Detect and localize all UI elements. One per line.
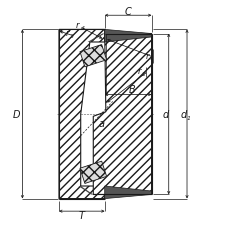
Polygon shape bbox=[80, 161, 106, 184]
Polygon shape bbox=[104, 30, 151, 43]
Polygon shape bbox=[80, 45, 106, 68]
Text: 1: 1 bbox=[185, 115, 190, 120]
Text: r: r bbox=[76, 21, 79, 30]
Text: T: T bbox=[79, 210, 85, 220]
Polygon shape bbox=[87, 34, 104, 43]
Text: C: C bbox=[124, 7, 130, 16]
Text: a: a bbox=[98, 119, 104, 128]
Polygon shape bbox=[93, 34, 151, 195]
Text: D: D bbox=[12, 109, 20, 120]
Text: r: r bbox=[145, 52, 148, 60]
Text: 3: 3 bbox=[70, 33, 74, 38]
Text: B: B bbox=[128, 85, 135, 94]
Polygon shape bbox=[59, 30, 104, 199]
Text: d: d bbox=[180, 109, 186, 120]
Text: 4: 4 bbox=[80, 26, 84, 31]
Text: r: r bbox=[137, 67, 141, 76]
Text: d: d bbox=[161, 109, 168, 120]
Text: 2: 2 bbox=[142, 71, 146, 76]
Text: r: r bbox=[65, 29, 69, 38]
Polygon shape bbox=[104, 186, 151, 199]
Polygon shape bbox=[78, 186, 93, 195]
Text: 1: 1 bbox=[149, 56, 153, 61]
